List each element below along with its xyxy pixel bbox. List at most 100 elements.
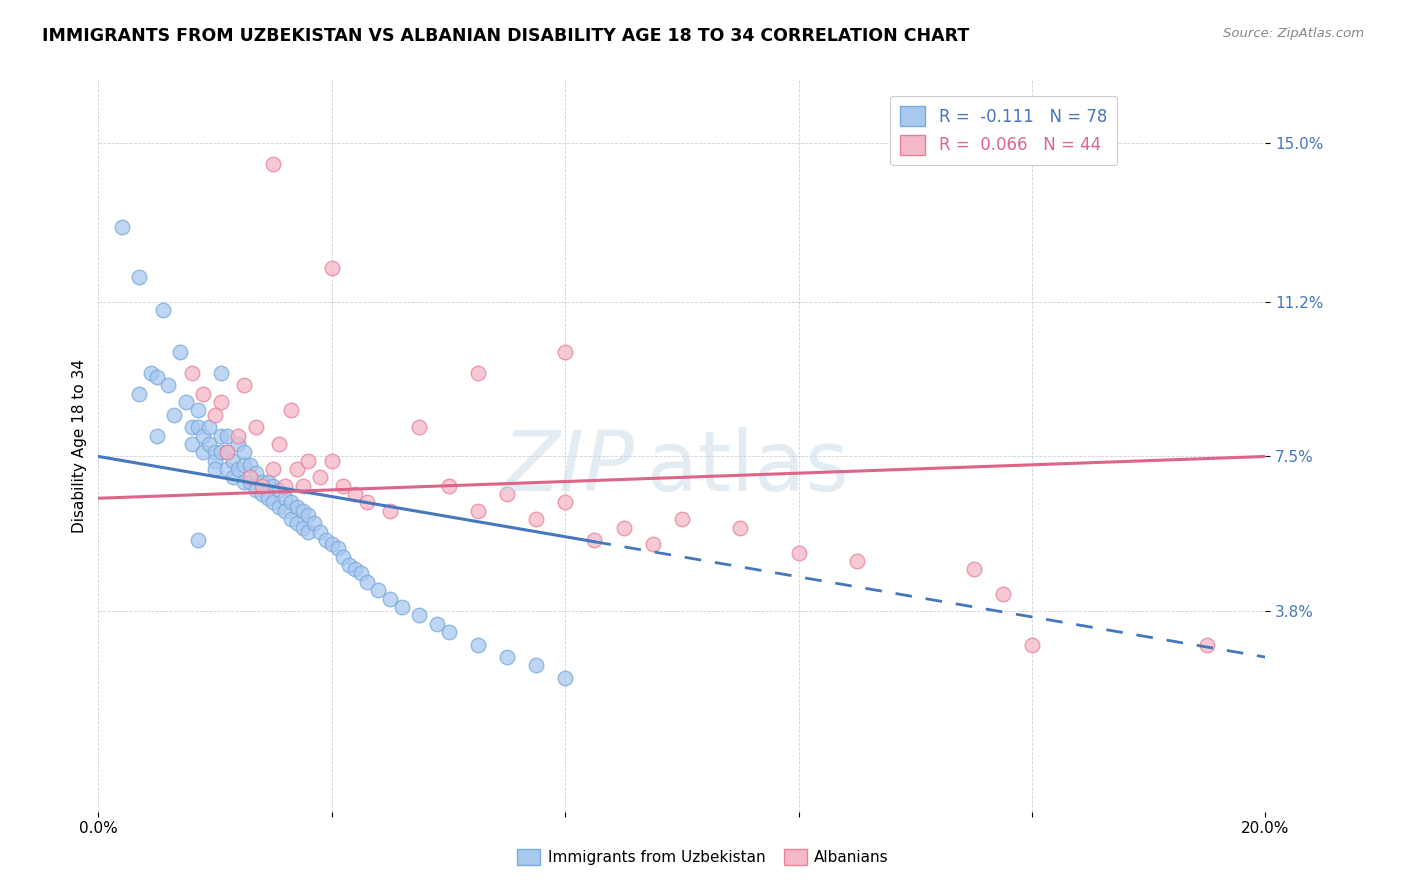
Point: [228, 428, 250, 442]
Point: [496, 650, 519, 665]
Point: [204, 408, 226, 422]
Point: [285, 500, 308, 514]
Point: [221, 470, 243, 484]
Point: [274, 491, 297, 506]
Point: [269, 437, 291, 451]
Point: [280, 495, 302, 509]
Point: [193, 386, 215, 401]
Point: [239, 458, 262, 472]
Point: [204, 453, 226, 467]
Y-axis label: Disability Age 18 to 34: Disability Age 18 to 34: [72, 359, 87, 533]
Point: [641, 537, 664, 551]
Point: [146, 370, 169, 384]
Point: [962, 562, 984, 576]
Point: [128, 269, 150, 284]
Legend: Immigrants from Uzbekistan, Albanians: Immigrants from Uzbekistan, Albanians: [510, 843, 896, 871]
Point: [209, 395, 232, 409]
Point: [262, 495, 284, 509]
Point: [209, 366, 232, 380]
Point: [193, 445, 215, 459]
Point: [228, 462, 250, 476]
Text: Source: ZipAtlas.com: Source: ZipAtlas.com: [1223, 27, 1364, 40]
Point: [215, 428, 238, 442]
Point: [356, 495, 378, 509]
Point: [1021, 638, 1043, 652]
Point: [309, 524, 332, 539]
Legend: R =  -0.111   N = 78, R =  0.066   N = 44: R = -0.111 N = 78, R = 0.066 N = 44: [890, 96, 1116, 165]
Point: [612, 520, 634, 534]
Point: [215, 445, 238, 459]
Point: [269, 483, 291, 497]
Point: [198, 437, 221, 451]
Point: [169, 345, 191, 359]
Point: [332, 549, 354, 564]
Point: [245, 466, 267, 480]
Point: [350, 566, 373, 581]
Point: [332, 479, 354, 493]
Text: atlas: atlas: [647, 427, 849, 508]
Point: [391, 599, 413, 614]
Point: [198, 420, 221, 434]
Point: [321, 261, 343, 276]
Point: [274, 504, 297, 518]
Point: [209, 428, 232, 442]
Point: [309, 470, 332, 484]
Point: [344, 487, 367, 501]
Point: [204, 462, 226, 476]
Point: [250, 487, 273, 501]
Point: [187, 533, 209, 547]
Point: [239, 470, 262, 484]
Point: [128, 386, 150, 401]
Point: [291, 479, 314, 493]
Point: [326, 541, 349, 556]
Point: [297, 508, 319, 522]
Point: [380, 504, 402, 518]
Point: [157, 378, 180, 392]
Point: [437, 625, 460, 640]
Point: [256, 491, 278, 506]
Point: [467, 366, 489, 380]
Point: [337, 558, 360, 573]
Point: [671, 512, 693, 526]
Point: [180, 420, 202, 434]
Point: [321, 453, 343, 467]
Point: [193, 428, 215, 442]
Point: [467, 638, 489, 652]
Text: IMMIGRANTS FROM UZBEKISTAN VS ALBANIAN DISABILITY AGE 18 TO 34 CORRELATION CHART: IMMIGRANTS FROM UZBEKISTAN VS ALBANIAN D…: [42, 27, 969, 45]
Point: [315, 533, 337, 547]
Point: [262, 157, 284, 171]
Point: [297, 524, 319, 539]
Point: [262, 462, 284, 476]
Point: [280, 512, 302, 526]
Point: [467, 504, 489, 518]
Point: [152, 303, 174, 318]
Point: [524, 512, 547, 526]
Point: [408, 608, 430, 623]
Point: [554, 495, 576, 509]
Point: [139, 366, 162, 380]
Point: [304, 516, 326, 531]
Point: [291, 520, 314, 534]
Point: [285, 516, 308, 531]
Point: [297, 453, 319, 467]
Point: [215, 462, 238, 476]
Point: [163, 408, 186, 422]
Point: [274, 479, 297, 493]
Point: [250, 479, 273, 493]
Point: [187, 420, 209, 434]
Point: [233, 445, 256, 459]
Point: [496, 487, 519, 501]
Point: [174, 395, 197, 409]
Point: [291, 504, 314, 518]
Point: [321, 537, 343, 551]
Point: [239, 475, 262, 489]
Point: [846, 554, 869, 568]
Point: [991, 587, 1014, 601]
Point: [221, 453, 243, 467]
Point: [356, 574, 378, 589]
Text: ZIP: ZIP: [503, 427, 636, 508]
Point: [250, 475, 273, 489]
Point: [245, 420, 267, 434]
Point: [344, 562, 367, 576]
Point: [111, 219, 134, 234]
